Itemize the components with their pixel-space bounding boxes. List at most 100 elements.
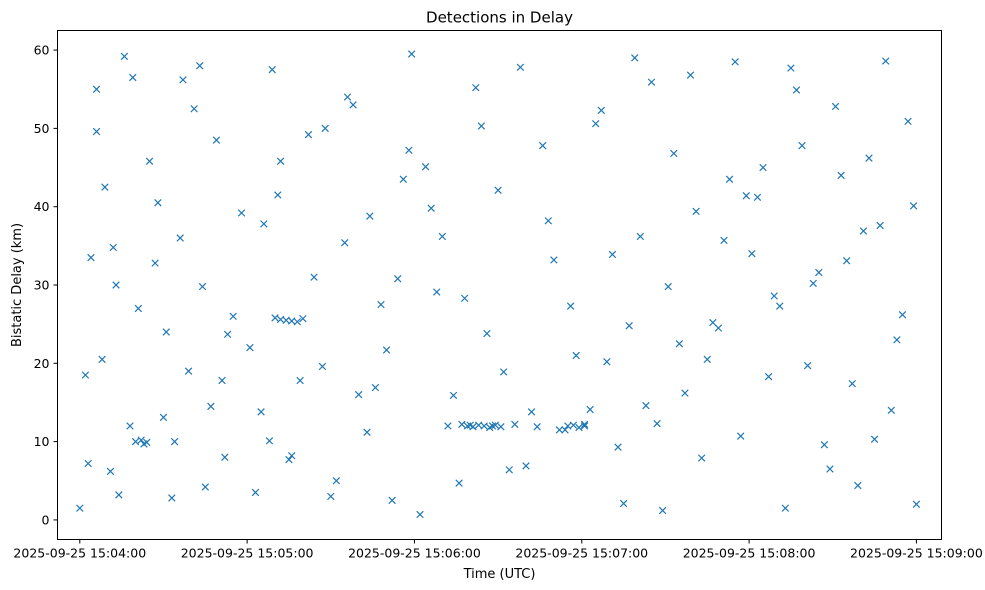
data-point [399,175,408,184]
data-point [449,391,458,400]
data-point [709,318,717,327]
data-point [288,451,296,460]
data-point [550,256,558,264]
data-point [176,234,184,242]
data-point [486,423,494,432]
data-point [603,358,611,366]
data-point [382,346,391,354]
data-point [265,437,274,445]
data-point [675,340,684,348]
chart-title: Detections in Delay [426,9,573,27]
y-tick-label: 40 [34,199,50,214]
data-point [720,236,728,245]
data-point [686,71,695,79]
data-point [299,314,307,323]
data-point [893,336,901,344]
data-point [904,117,912,126]
data-point [433,288,441,296]
data-point [151,259,159,267]
y-tick-label: 0 [42,512,50,527]
data-point [276,157,285,165]
data-point [714,324,723,332]
data-point [251,488,260,497]
data-point [826,465,834,473]
x-tick-label: 2025-09-25 15:08:00 [683,546,816,561]
data-point [444,422,452,430]
data-point [544,217,553,225]
data-point [327,492,335,501]
data-point [792,86,801,94]
data-point [776,302,784,310]
data-point [731,58,739,66]
x-tick-label: 2025-09-25 15:06:00 [348,546,481,561]
data-point [427,204,435,212]
data-point [555,426,564,434]
y-tick-label: 50 [34,121,50,136]
data-point [212,136,221,144]
data-point [349,101,357,109]
data-point [134,304,143,313]
data-point [505,466,513,474]
data-point [608,250,617,259]
axis-ticks: 2025-09-25 15:04:00 2025-09-25 15:05:00 20… [13,43,982,561]
data-point [522,462,530,470]
data-point [865,154,873,162]
data-point [421,163,430,171]
data-point [742,192,751,200]
data-point [101,183,109,191]
data-point [221,453,229,462]
y-tick-label: 20 [34,356,50,371]
data-point [81,371,90,379]
data-point [658,506,667,515]
data-point [126,422,134,430]
data-point [887,406,896,415]
x-tick-label: 2025-09-25 15:04:00 [13,546,146,561]
data-point [586,405,594,414]
y-tick-label: 30 [34,278,50,293]
data-point [131,437,140,446]
data-point [274,191,282,199]
data-point [159,413,168,422]
data-point [120,52,129,61]
data-point [820,441,829,449]
data-point [201,483,210,491]
data-point [591,119,600,128]
x-tick-label: 2025-09-25 15:09:00 [850,546,983,561]
data-point [354,390,363,399]
data-point [129,73,137,82]
plot-marks [76,50,921,519]
data-point [882,57,890,65]
data-point [321,124,329,133]
y-tick-label: 10 [34,434,50,449]
data-point [371,383,380,392]
data-point [876,221,884,230]
data-point [491,421,500,429]
data-point [76,504,84,512]
data-point [458,420,466,429]
data-point [154,199,162,207]
data-point [566,302,575,310]
data-point [759,163,767,172]
data-point [572,351,580,360]
data-point [815,268,823,277]
data-point [198,282,207,291]
data-point [92,127,101,136]
data-point [614,443,622,451]
data-point [304,130,313,139]
data-point [310,273,318,281]
data-point [106,467,115,476]
data-point [580,422,589,430]
data-point [92,85,101,93]
data-point [499,368,508,376]
data-point [115,491,123,499]
data-point [477,122,486,130]
data-point [168,494,176,502]
data-point [653,419,661,428]
data-point [642,401,650,410]
data-point [842,257,851,265]
data-point [293,318,302,326]
data-point [597,106,606,115]
data-point [670,149,678,158]
data-point [229,312,237,321]
data-point [318,362,327,371]
